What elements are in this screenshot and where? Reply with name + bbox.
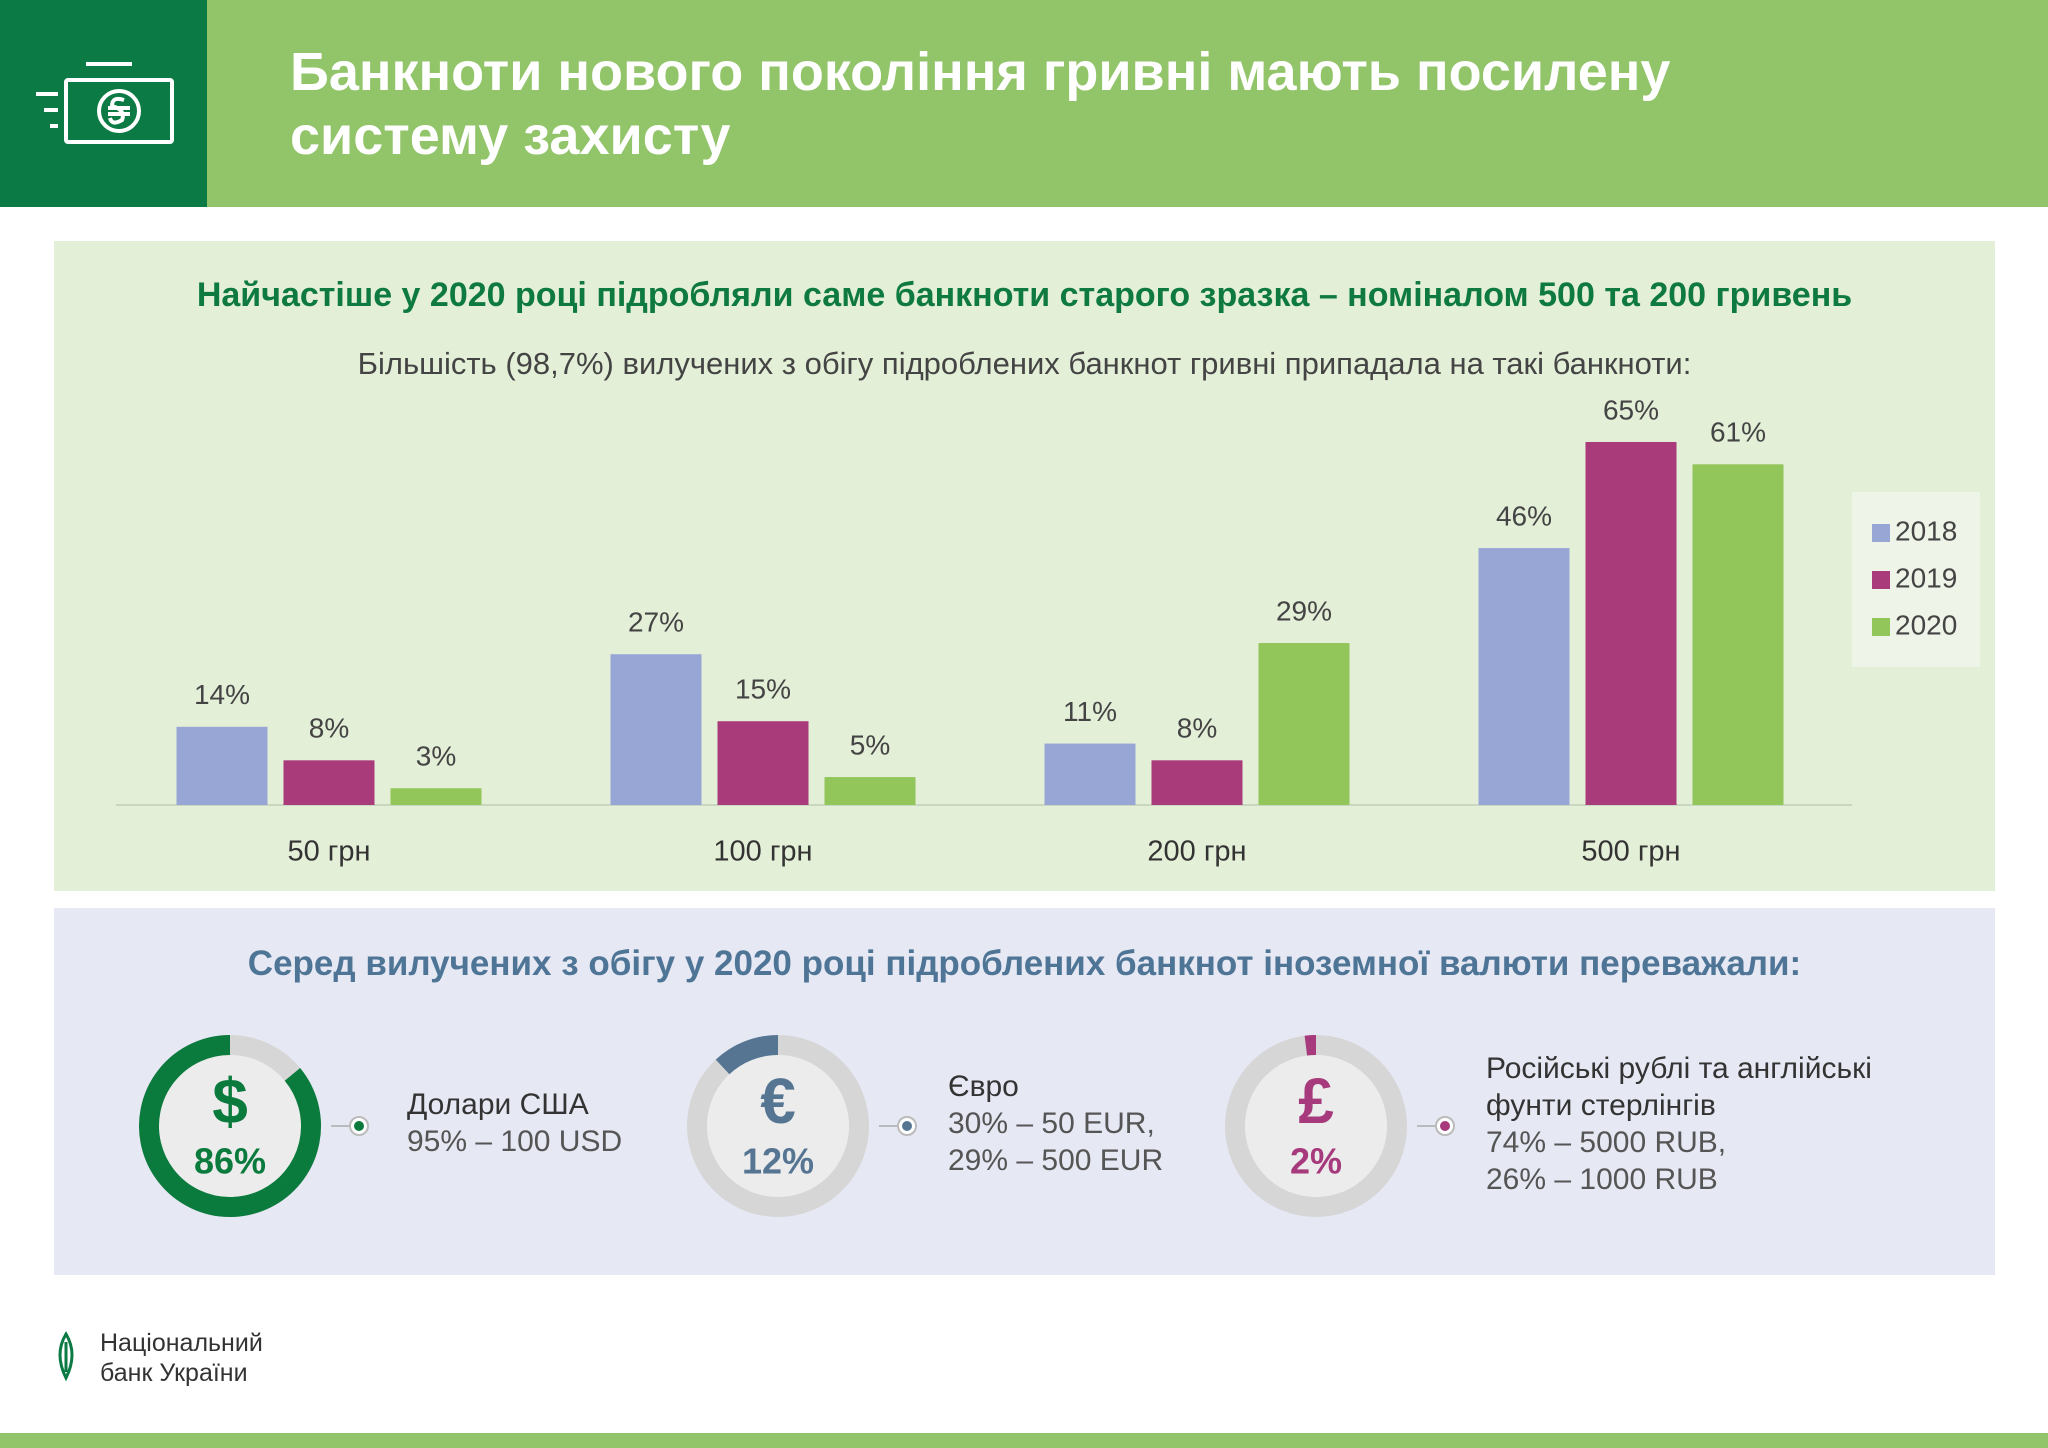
footer-band — [0, 1433, 2048, 1448]
header-icon-box — [0, 0, 207, 207]
value-label: 8% — [1177, 713, 1217, 744]
bar — [1585, 441, 1677, 805]
value-label: 61% — [1710, 417, 1766, 448]
donut-text: Долари США 95% – 100 USD — [407, 1086, 837, 1160]
connector-dot-core — [902, 1121, 912, 1131]
donut-value-label: 86% — [194, 1141, 266, 1182]
bar — [1478, 548, 1570, 805]
bar — [176, 726, 268, 805]
legend-swatch — [1872, 524, 1890, 542]
detail: 95% – 100 USD — [407, 1125, 623, 1158]
connector-dot-core — [1440, 1121, 1450, 1131]
value-label: 29% — [1276, 595, 1332, 626]
detail: 29% – 500 EUR — [948, 1144, 1164, 1177]
donut-text: Російські рублі та англійські фунти стер… — [1486, 1050, 1916, 1198]
donut-center — [707, 1055, 849, 1197]
header-band — [0, 0, 2048, 207]
bar — [717, 721, 809, 805]
x-tick-label: 50 грн — [287, 836, 370, 868]
currency-symbol: £ — [1298, 1065, 1334, 1137]
bar — [1044, 743, 1136, 805]
donut-value-label: 2% — [1290, 1141, 1342, 1182]
value-label: 14% — [194, 679, 250, 710]
bar — [824, 777, 916, 805]
logo-text: Національний банк України — [100, 1328, 263, 1388]
logo — [58, 1331, 74, 1382]
bar — [283, 760, 375, 805]
banknote-icon — [36, 62, 174, 144]
x-tick-label: 100 грн — [713, 836, 812, 868]
x-tick-label: 200 грн — [1147, 836, 1246, 868]
legend-label: 2018 — [1895, 515, 1957, 546]
legend-swatch — [1872, 618, 1890, 636]
detail: 26% – 1000 RUB — [1486, 1163, 1718, 1196]
page-title: Банкноти нового покоління гривні мають п… — [290, 42, 1671, 166]
donut-center — [1245, 1055, 1387, 1197]
donut-arc — [1304, 1035, 1317, 1056]
legend-label: 2019 — [1895, 562, 1957, 593]
bar — [610, 654, 702, 805]
donut-center — [159, 1055, 301, 1197]
value-label: 15% — [735, 674, 791, 705]
value-label: 65% — [1603, 394, 1659, 425]
donut-title: Серед вилучених з обігу у 2020 році підр… — [247, 944, 1802, 983]
logo-line: Національний — [100, 1329, 263, 1357]
detail: 30% – 50 EUR, — [948, 1107, 1155, 1140]
x-tick-label: 500 грн — [1581, 836, 1680, 868]
bar — [1692, 464, 1784, 805]
connector-dot-core — [354, 1121, 364, 1131]
bar — [1151, 760, 1243, 805]
category-name: Євро — [948, 1070, 1019, 1103]
logo-line: банк України — [100, 1359, 248, 1387]
donut-arc — [139, 1035, 321, 1217]
value-label: 11% — [1063, 696, 1117, 727]
bar-subtitle: Більшість (98,7%) вилучених з обігу підр… — [357, 346, 1692, 381]
bar — [1258, 643, 1350, 805]
donut-value-label: 12% — [742, 1141, 814, 1182]
category-name: Долари США — [407, 1088, 589, 1121]
value-label: 8% — [309, 713, 349, 744]
detail: 74% – 5000 RUB, — [1486, 1126, 1727, 1159]
value-label: 3% — [416, 741, 456, 772]
legend-label: 2020 — [1895, 609, 1957, 640]
bar — [390, 788, 482, 805]
currency-symbol: $ — [212, 1065, 248, 1137]
donut-text: Євро 30% – 50 EUR, 29% – 500 EUR — [948, 1068, 1378, 1179]
donut-arc — [715, 1035, 779, 1075]
value-label: 46% — [1496, 500, 1552, 531]
value-label: 27% — [628, 607, 684, 638]
bar-title: Найчастіше у 2020 році підробляли саме б… — [196, 276, 1853, 314]
category-name: Російські рублі та англійські фунти стер… — [1486, 1052, 1872, 1122]
currency-symbol: € — [760, 1065, 796, 1137]
legend-swatch — [1872, 571, 1890, 589]
panel-donut — [54, 908, 1995, 1275]
value-label: 5% — [850, 729, 890, 760]
